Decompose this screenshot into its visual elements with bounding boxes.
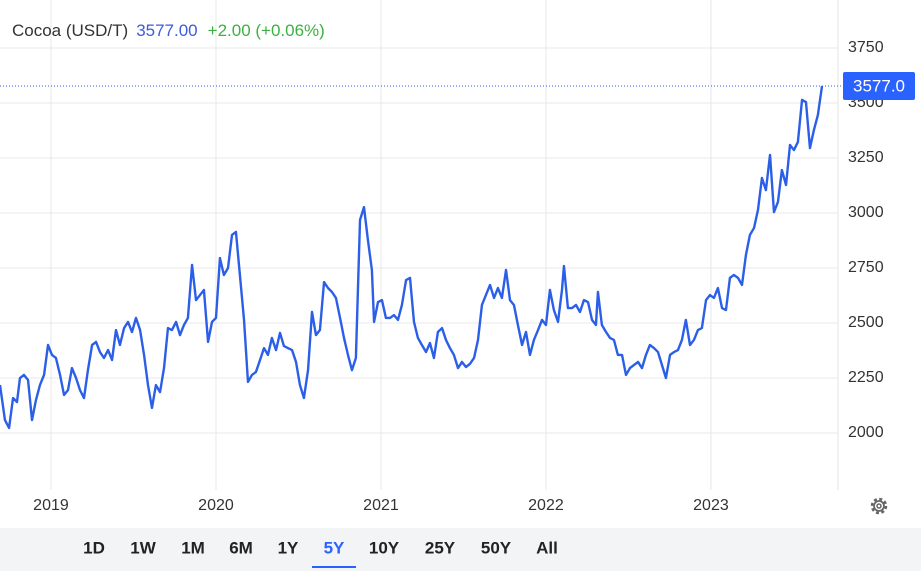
range-bar (0, 528, 921, 571)
x-tick-label: 2021 (363, 497, 399, 514)
range-button[interactable]: 1D (83, 538, 105, 557)
y-tick-label: 2500 (848, 314, 884, 331)
y-tick-label: 2000 (848, 424, 884, 441)
x-tick-label: 2023 (693, 497, 729, 514)
y-tick-label: 2750 (848, 259, 884, 276)
change: +2.00 (+0.06%) (208, 21, 325, 40)
y-tick-label: 3250 (848, 149, 884, 166)
y-tick-label: 3750 (848, 39, 884, 56)
x-tick-label: 2020 (198, 497, 234, 514)
range-button[interactable]: 6M (229, 538, 253, 557)
x-tick-label: 2019 (33, 497, 69, 514)
range-button[interactable]: 1M (181, 538, 205, 557)
gear-teeth (870, 497, 888, 515)
y-tick-label: 3000 (848, 204, 884, 221)
price-line (0, 85, 824, 430)
gear-ring (873, 500, 885, 512)
range-button[interactable]: All (536, 538, 558, 557)
last-price-badge (843, 72, 915, 101)
range-button[interactable]: 5Y (324, 538, 345, 557)
settings-icon[interactable] (870, 497, 888, 515)
range-button[interactable]: 50Y (481, 538, 512, 557)
gear-hub (876, 503, 882, 509)
last-price-label: 3577.0 (853, 77, 905, 96)
active-underline (312, 566, 356, 568)
price: 3577.00 (136, 21, 197, 40)
range-button[interactable]: 1Y (278, 538, 299, 557)
instrument: Cocoa (USD/T) (12, 21, 128, 40)
range-button[interactable]: 10Y (369, 538, 400, 557)
range-button[interactable]: 1W (130, 538, 156, 557)
x-tick-label: 2022 (528, 497, 564, 514)
chart-title: Cocoa (USD/T) 3577.00 +2.00 (+0.06%) (12, 21, 325, 40)
y-tick-label: 2250 (848, 369, 884, 386)
range-button[interactable]: 25Y (425, 538, 456, 557)
